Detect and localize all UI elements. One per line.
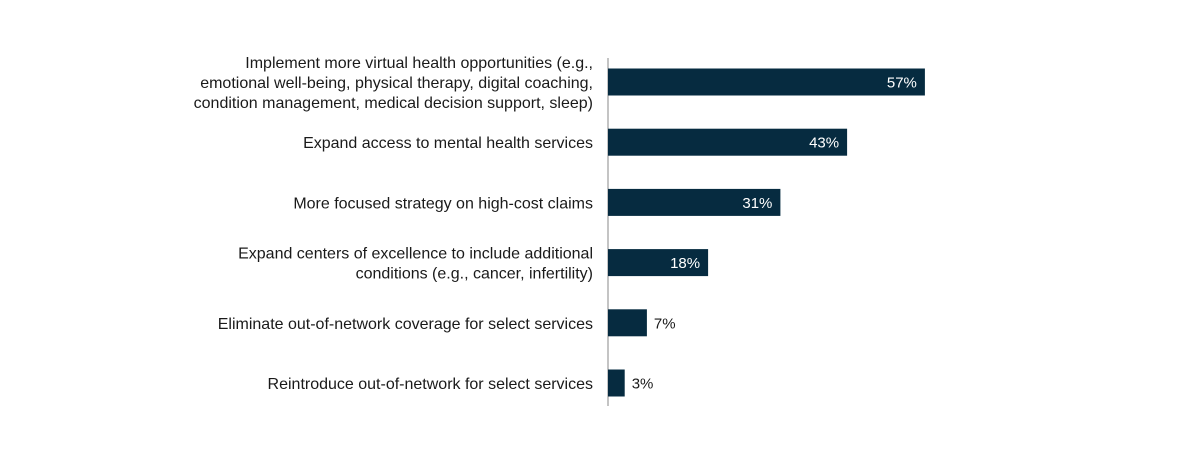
- bar-5: [608, 369, 625, 397]
- category-label-line: More focused strategy on high-cost claim…: [293, 195, 593, 212]
- category-label-line: Implement more virtual health opportunit…: [245, 55, 593, 72]
- value-labels-group: 57% 43% 31% 18% 7% 3%: [632, 75, 917, 393]
- bar-4: [608, 309, 647, 337]
- category-label-line: conditions (e.g., cancer, infertility): [356, 266, 593, 283]
- value-label-3: 18%: [670, 255, 700, 272]
- value-label-0: 57%: [887, 75, 917, 92]
- bar-3: [608, 249, 709, 277]
- bar-1: [608, 128, 848, 156]
- category-label-line: Expand access to mental health services: [303, 135, 593, 152]
- category-label-line: condition management, medical decision s…: [194, 95, 593, 112]
- category-label-line: Reintroduce out-of-network for select se…: [268, 376, 593, 393]
- category-label-line: Eliminate out-of-network coverage for se…: [218, 316, 593, 333]
- bars-group: [608, 68, 925, 397]
- category-label-4: Eliminate out-of-network coverage for se…: [218, 316, 593, 333]
- category-label-line: Expand centers of excellence to include …: [238, 246, 593, 263]
- value-label-5: 3%: [632, 376, 654, 393]
- value-label-4: 7%: [654, 315, 676, 332]
- category-label-1: Expand access to mental health services: [303, 135, 593, 152]
- bar-0: [608, 68, 925, 96]
- bar-2: [608, 188, 781, 216]
- category-label-3: Expand centers of excellence to include …: [238, 246, 593, 283]
- category-label-line: emotional well-being, physical therapy, …: [200, 75, 593, 92]
- value-label-1: 43%: [809, 135, 839, 152]
- category-labels-group: Implement more virtual health opportunit…: [194, 55, 593, 393]
- category-label-0: Implement more virtual health opportunit…: [194, 55, 593, 112]
- category-label-2: More focused strategy on high-cost claim…: [293, 195, 593, 212]
- value-label-2: 31%: [742, 195, 772, 212]
- category-label-5: Reintroduce out-of-network for select se…: [268, 376, 593, 393]
